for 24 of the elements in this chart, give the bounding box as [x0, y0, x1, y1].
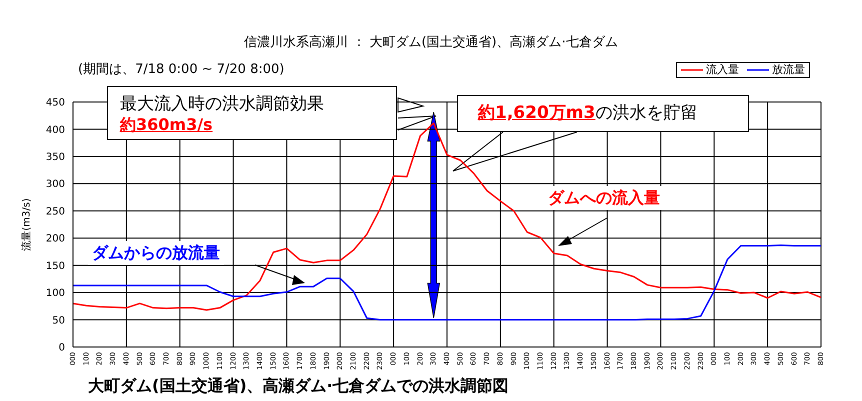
y-tick-label: 150: [46, 260, 65, 272]
y-tick-label: 100: [46, 288, 65, 300]
chart-title: 信濃川水系高瀬川 ： 大町ダム(国土交通省)、高瀬ダム·七倉ダム: [243, 34, 619, 51]
annotation: ダムからの放流量: [88, 241, 224, 265]
callout-box: 最大流入時の洪水調節効果 約360m3/s: [107, 86, 397, 140]
annotation: の洪水を貯留: [595, 103, 698, 123]
y-tick-label: 450: [46, 98, 65, 109]
text: 大町ダム(国土交通省)、高瀬ダム·七倉ダムでの洪水調節図: [88, 376, 509, 397]
y-tick-label: 400: [46, 124, 65, 136]
y-tick-label: 0: [58, 342, 65, 354]
line-series: [73, 244, 821, 321]
annotation: 最大流入時の洪水調節効果: [120, 93, 325, 115]
y-tick-label: 250: [46, 206, 65, 218]
y-tick-label: 200: [46, 234, 65, 245]
y-tick-label: 50: [52, 315, 65, 326]
annotation: 約360m3/s: [120, 115, 214, 135]
y-tick-label: 300: [46, 179, 65, 190]
annotation: ダムへの流入量: [540, 186, 668, 210]
annotation: 約1,620万m3: [478, 103, 596, 123]
y-tick-label: 350: [46, 152, 65, 163]
legend-label: 放流量: [772, 63, 805, 76]
legend-label: 流入量: [706, 63, 739, 76]
y-axis-title: 流量(m3/s): [20, 198, 33, 251]
chart-subtitle: (期間は、7/18 0:00 ~ 7/20 8:00): [78, 61, 284, 78]
